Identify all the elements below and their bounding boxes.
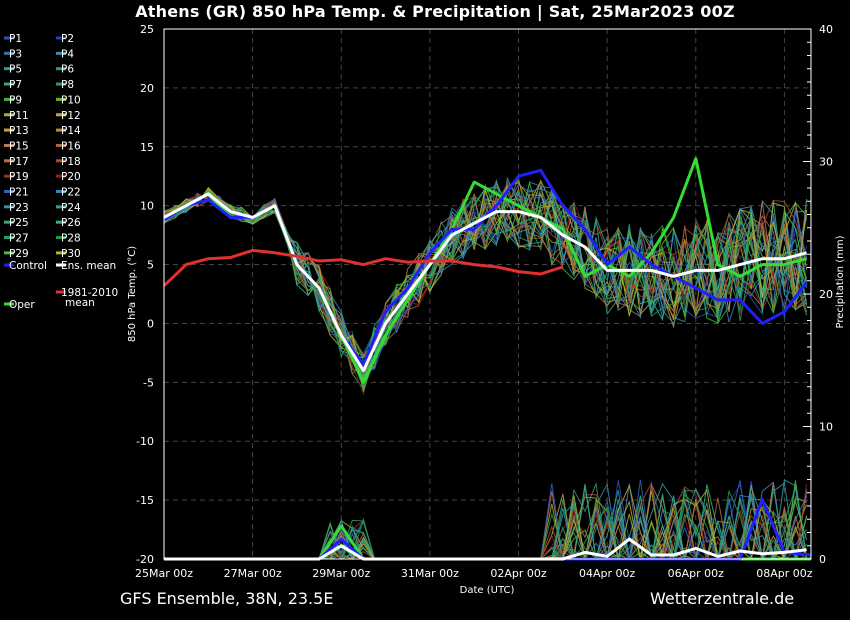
- legend-label-p25: P25: [9, 217, 29, 229]
- legend-label-p8: P8: [61, 79, 74, 91]
- y2-tick-label: 40: [819, 23, 833, 36]
- legend-label-p10: P10: [61, 94, 81, 106]
- member-temp-line-p29: [163, 180, 808, 392]
- y2-tick-label: 0: [819, 553, 826, 566]
- y2-tick-label: 20: [819, 288, 833, 301]
- x-axis-label: Date (UTC): [460, 585, 515, 596]
- legend-label-p22: P22: [61, 187, 81, 199]
- legend-label-p27: P27: [9, 233, 29, 245]
- x-tick-label: 25Mar 00z: [135, 567, 193, 580]
- y-tick-label: 20: [140, 82, 154, 95]
- legend-label-p30: P30: [61, 248, 81, 260]
- legend-label-p24: P24: [61, 202, 81, 214]
- member-temp-line-p30: [163, 187, 808, 373]
- y-tick-label: -5: [143, 376, 154, 389]
- member-temp-line-p20: [163, 195, 807, 396]
- y-tick-label: 25: [140, 23, 154, 36]
- legend-label-p15: P15: [9, 140, 29, 152]
- legend-label-p6: P6: [61, 64, 74, 76]
- legend-label-p19: P19: [9, 171, 29, 183]
- legend-label-1981-2010: 1981-2010: [61, 287, 118, 299]
- legend-label-p4: P4: [61, 48, 74, 60]
- chart-title: Athens (GR) 850 hPa Temp. & Precipitatio…: [135, 2, 735, 21]
- legend-label-p23: P23: [9, 202, 29, 214]
- legend-label-p1: P1: [9, 33, 22, 45]
- x-tick-label: 27Mar 00z: [224, 567, 282, 580]
- member-temp-line-p26: [163, 191, 807, 378]
- legend-label2-1981-2010: mean: [65, 297, 95, 309]
- x-tick-label: 08Apr 00z: [756, 567, 813, 580]
- legend-label-p26: P26: [61, 217, 81, 229]
- legend-label-p7: P7: [9, 79, 22, 91]
- axis-layer: 25 20 15 10 5 0 -5 -10 -15 -20 40 30 20 10 0 25Mar 00z 2…: [135, 23, 833, 580]
- member-temp-line-p22: [163, 183, 808, 388]
- legend-label-p18: P18: [61, 156, 81, 168]
- legend-label-oper: Oper: [9, 299, 35, 311]
- y2-axis-label: Precipitation (mm): [835, 235, 846, 328]
- y-tick-label: 15: [140, 141, 154, 154]
- legend-label-p14: P14: [61, 125, 81, 137]
- member-temp-line-p28: [163, 186, 808, 365]
- legend-label-p12: P12: [61, 110, 81, 122]
- legend-label-p13: P13: [9, 125, 29, 137]
- y-tick-label: 0: [147, 317, 154, 330]
- legend-label-p17: P17: [9, 156, 29, 168]
- y-tick-label: -10: [136, 435, 154, 448]
- legend-label-p16: P16: [61, 140, 81, 152]
- legend: P1 P2 P3 P4 P5 P6 P7 P8 P9 P10 P11 P12 P13 P14 P15 P16 P…: [4, 33, 118, 311]
- legend-label-p9: P9: [9, 94, 22, 106]
- legend-label-ens-mean: Ens. mean: [61, 260, 116, 272]
- legend-label-p5: P5: [9, 64, 22, 76]
- x-tick-label: 06Apr 00z: [668, 567, 725, 580]
- model-info-label: GFS Ensemble, 38N, 23.5E: [120, 589, 334, 608]
- legend-label-control: Control: [9, 260, 47, 272]
- legend-label-p21: P21: [9, 187, 29, 199]
- ens-mean-temp-line: [163, 192, 807, 373]
- x-tick-label: 04Apr 00z: [579, 567, 636, 580]
- 1981-2010-mean-temp-line: [162, 248, 564, 287]
- legend-label-p2: P2: [61, 33, 74, 45]
- x-tick-label: 02Apr 00z: [490, 567, 547, 580]
- member-temp-line-p27: [163, 188, 808, 378]
- y-axis-label: 850 hPa Temp. (°C): [127, 246, 138, 342]
- x-tick-label: 31Mar 00z: [401, 567, 459, 580]
- y-tick-label: 10: [140, 200, 154, 213]
- legend-label-p28: P28: [61, 233, 81, 245]
- x-tick-label: 29Mar 00z: [312, 567, 370, 580]
- y2-tick-label: 30: [819, 156, 833, 169]
- y-tick-label: -20: [136, 553, 154, 566]
- legend-label-p20: P20: [61, 171, 81, 183]
- legend-label-p3: P3: [9, 48, 22, 60]
- y2-tick-label: 10: [819, 421, 833, 434]
- y-tick-label: 5: [147, 259, 154, 272]
- source-site-label: Wetterzentrale.de: [650, 589, 795, 608]
- legend-label-p29: P29: [9, 248, 29, 260]
- legend-label-p11: P11: [9, 110, 29, 122]
- y-tick-label: -15: [136, 494, 154, 507]
